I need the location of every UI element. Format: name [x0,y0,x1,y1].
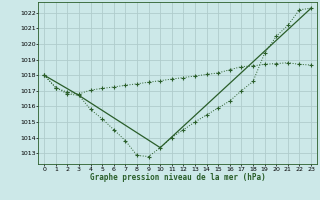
X-axis label: Graphe pression niveau de la mer (hPa): Graphe pression niveau de la mer (hPa) [90,173,266,182]
